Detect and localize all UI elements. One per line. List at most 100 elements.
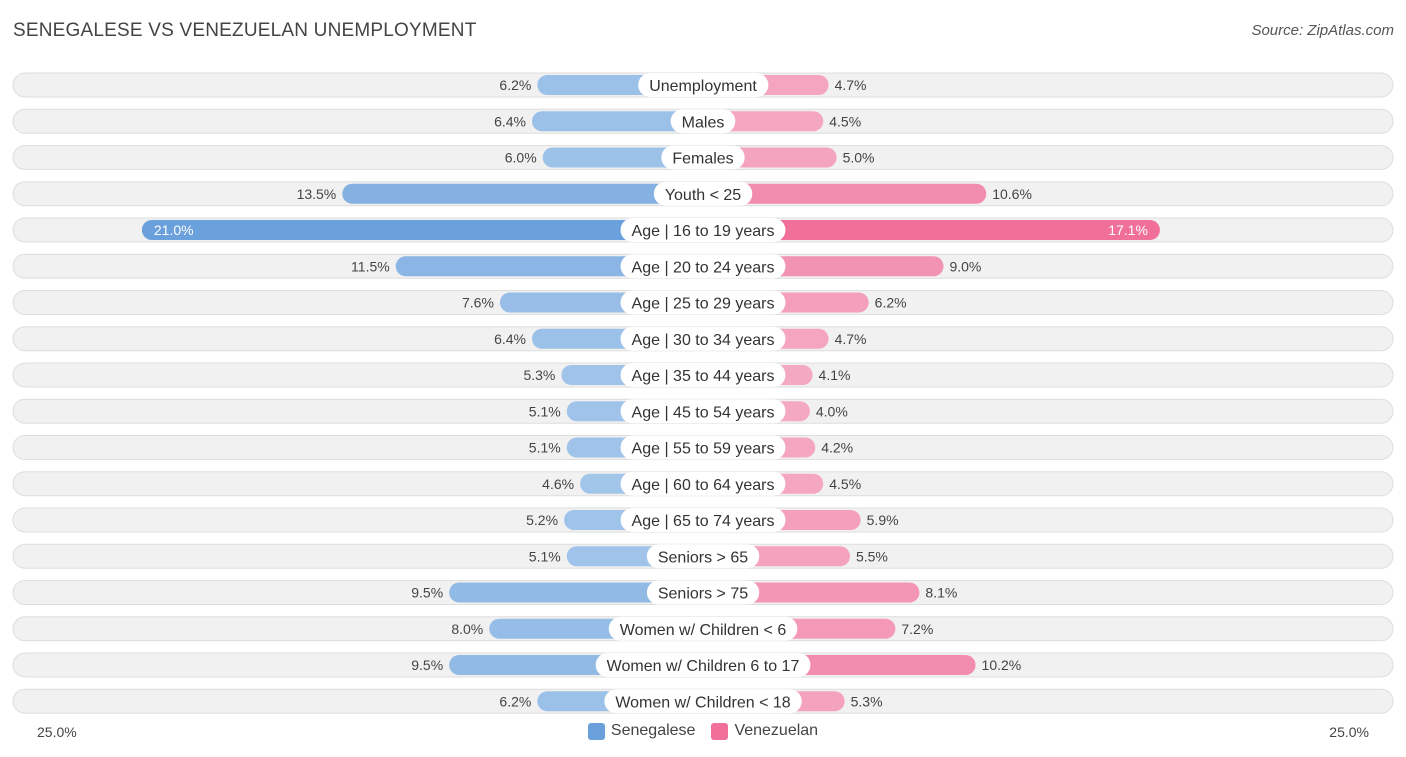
category-label: Females	[672, 151, 733, 168]
category-pill	[604, 689, 802, 714]
category-label: Age | 25 to 29 years	[632, 296, 775, 313]
value-label-senegalese: 8.0%	[451, 621, 483, 637]
value-label-senegalese: 6.4%	[494, 113, 526, 129]
category-pill	[595, 653, 811, 677]
value-label-venezuelan: 4.1%	[819, 367, 851, 383]
category-label: Unemployment	[649, 78, 757, 95]
bar-row[interactable]: 5.1% 4.0% Age | 45 to 54 years	[12, 398, 1394, 424]
bar-row[interactable]: 11.5% 9.0% Age | 20 to 24 years	[12, 253, 1394, 279]
bar-row[interactable]: 5.1% 5.5% Seniors > 65	[12, 543, 1394, 569]
bar-row[interactable]: 9.5% 8.1% Seniors > 75	[12, 580, 1394, 605]
category-label: Age | 55 to 59 years	[632, 441, 775, 458]
bar-row[interactable]: 6.4% 4.5% Males	[12, 108, 1394, 134]
bar-venezuelan	[703, 220, 1160, 240]
bar-row[interactable]: 6.2% 4.7% Unemployment	[12, 72, 1394, 98]
category-label: Seniors > 65	[658, 549, 748, 566]
bar-row[interactable]: 9.5% 10.2% Women w/ Children 6 to 17	[12, 652, 1394, 678]
value-label-senegalese: 13.5%	[297, 186, 337, 202]
category-label: Males	[682, 114, 725, 131]
category-pill	[638, 73, 769, 97]
category-label: Women w/ Children < 6	[620, 622, 787, 639]
value-label-venezuelan: 17.1%	[1108, 222, 1148, 238]
category-label: Age | 16 to 19 years	[632, 223, 775, 240]
category-pill	[646, 580, 760, 605]
value-label-senegalese: 9.5%	[411, 585, 443, 601]
category-pill	[620, 435, 786, 460]
legend-item-senegalese[interactable]: Senegalese	[587, 722, 696, 740]
value-label-senegalese: 5.1%	[529, 548, 561, 564]
value-label-venezuelan: 4.0%	[816, 403, 848, 419]
category-label: Age | 30 to 34 years	[632, 332, 775, 349]
category-pill	[620, 254, 786, 279]
value-label-venezuelan: 10.6%	[992, 186, 1032, 202]
bar-row[interactable]: 6.2% 5.3% Women w/ Children < 18	[12, 688, 1394, 714]
value-label-senegalese: 6.2%	[499, 77, 531, 93]
value-label-venezuelan: 5.3%	[851, 693, 883, 709]
bar-senegalese	[531, 111, 703, 132]
value-label-venezuelan: 4.7%	[835, 77, 867, 93]
category-label: Youth < 25	[665, 187, 741, 204]
value-label-senegalese: 5.1%	[529, 403, 561, 419]
bar-row[interactable]: 5.1% 4.2% Age | 55 to 59 years	[12, 435, 1394, 460]
category-label: Women w/ Children 6 to 17	[607, 658, 800, 675]
category-label: Age | 20 to 24 years	[632, 259, 775, 276]
category-label: Age | 45 to 54 years	[632, 404, 775, 421]
bar-venezuelan	[703, 183, 987, 204]
value-label-senegalese: 11.5%	[351, 258, 390, 274]
category-pill	[661, 145, 745, 170]
value-label-senegalese: 21.0%	[154, 222, 194, 238]
legend-item-venezuelan[interactable]: Venezuelan	[711, 722, 818, 740]
bar-row[interactable]: 8.0% 7.2% Women w/ Children < 6	[12, 616, 1394, 642]
legend-swatch-senegalese	[587, 722, 605, 740]
category-pill	[620, 218, 786, 242]
value-label-senegalese: 6.0%	[505, 150, 537, 166]
value-label-senegalese: 6.4%	[494, 331, 526, 347]
value-label-venezuelan: 6.2%	[875, 295, 907, 311]
legend-swatch-venezuelan	[711, 722, 729, 740]
value-label-venezuelan: 4.7%	[835, 331, 867, 347]
value-label-venezuelan: 5.5%	[856, 548, 888, 564]
bar-senegalese	[342, 183, 703, 204]
value-label-venezuelan: 4.2%	[821, 440, 853, 456]
category-label: Age | 35 to 44 years	[632, 368, 775, 385]
bar-row[interactable]: 21.0% 17.1% Age | 16 to 19 years	[12, 217, 1394, 243]
category-pill	[620, 363, 786, 387]
category-pill	[620, 290, 786, 315]
bar-row[interactable]: 5.3% 4.1% Age | 35 to 44 years	[12, 362, 1394, 388]
bar-senegalese	[449, 582, 703, 603]
value-label-senegalese: 4.6%	[542, 476, 574, 492]
bar-row[interactable]: 4.6% 4.5% Age | 60 to 64 years	[12, 471, 1394, 497]
bar-row[interactable]: 13.5% 10.6% Youth < 25	[12, 181, 1394, 207]
bar-senegalese	[141, 220, 703, 240]
category-label: Age | 65 to 74 years	[632, 513, 775, 530]
value-label-senegalese: 7.6%	[462, 295, 494, 311]
category-pill	[620, 326, 786, 351]
axis-right-label: 25.0%	[1329, 724, 1369, 740]
value-label-senegalese: 5.1%	[529, 440, 561, 456]
value-label-venezuelan: 7.2%	[901, 621, 933, 637]
value-label-venezuelan: 4.5%	[829, 476, 861, 492]
value-label-venezuelan: 5.9%	[867, 512, 899, 528]
category-label: Seniors > 75	[658, 586, 748, 603]
value-label-venezuelan: 9.0%	[949, 258, 981, 274]
source-label: Source: ZipAtlas.com	[1251, 22, 1394, 39]
chart-title: SENEGALESE VS VENEZUELAN UNEMPLOYMENT	[13, 20, 477, 41]
bar-row[interactable]: 7.6% 6.2% Age | 25 to 29 years	[12, 290, 1394, 315]
legend: Senegalese Venezuelan	[0, 722, 1406, 740]
category-pill	[620, 399, 786, 424]
value-label-venezuelan: 10.2%	[982, 657, 1022, 673]
category-pill	[646, 544, 760, 569]
category-pill	[653, 181, 753, 206]
category-pill	[608, 616, 798, 641]
bar-row[interactable]: 6.0% 5.0% Females	[12, 145, 1394, 170]
category-pill	[670, 109, 736, 134]
category-pill	[620, 508, 786, 532]
legend-label-venezuelan: Venezuelan	[734, 722, 819, 739]
legend-label-senegalese: Senegalese	[610, 722, 696, 739]
bar-row[interactable]: 5.2% 5.9% Age | 65 to 74 years	[12, 507, 1394, 533]
value-label-senegalese: 6.2%	[499, 693, 531, 709]
bar-row[interactable]: 6.4% 4.7% Age | 30 to 34 years	[12, 326, 1394, 352]
value-label-venezuelan: 4.5%	[829, 113, 861, 129]
axis-left-label: 25.0%	[37, 724, 77, 740]
category-pill	[620, 471, 786, 496]
